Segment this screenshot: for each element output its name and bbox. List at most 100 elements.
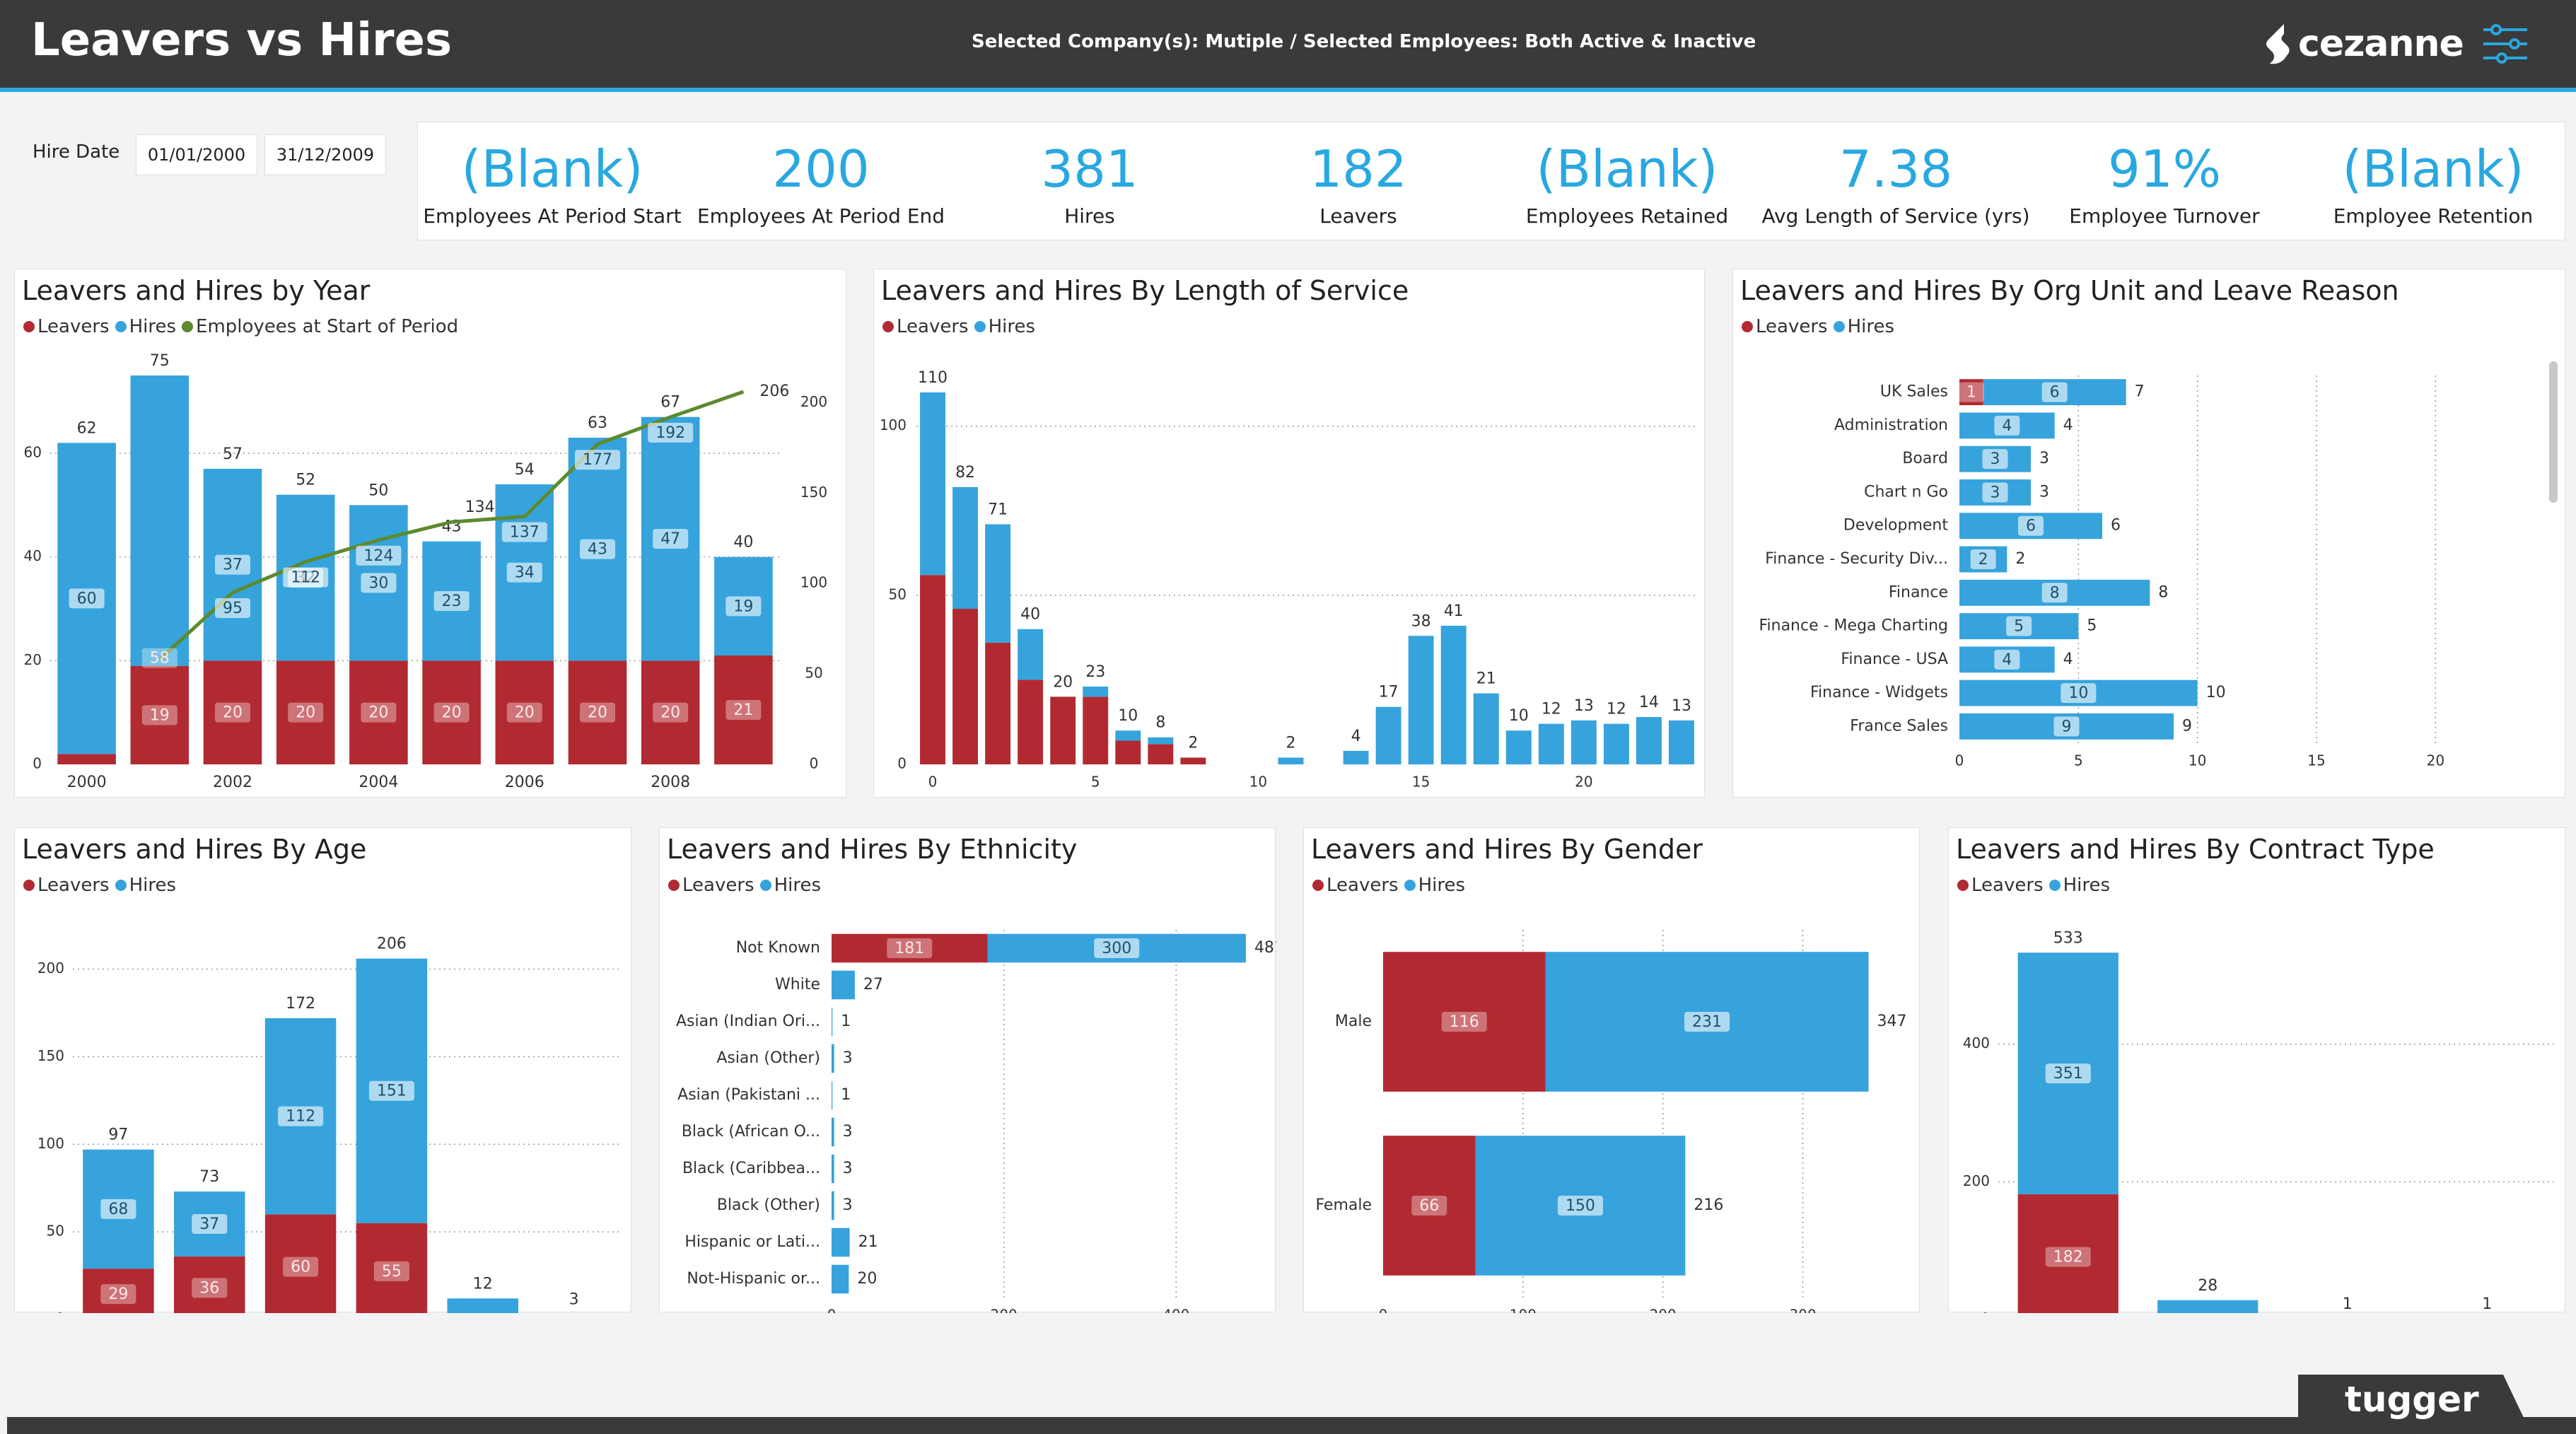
data-label-leavers: 66 <box>1419 1197 1439 1215</box>
data-label-hires: 47 <box>660 530 680 548</box>
data-label-hires: 30 <box>368 574 388 592</box>
bar-leavers <box>203 660 262 764</box>
data-label-hires-bg <box>2018 515 2044 536</box>
bar-leavers <box>832 933 988 963</box>
data-label-total: 67 <box>660 394 680 412</box>
data-label-total: 347 <box>1877 1013 1906 1030</box>
kpi-label: Employees At Period End <box>697 204 945 228</box>
legend-label: Hires <box>129 316 177 337</box>
data-label-total: 13 <box>1574 697 1594 715</box>
legend-hires[interactable]: Hires <box>759 875 821 896</box>
data-label-hires-bg <box>215 554 250 575</box>
y-tick-label: 0 <box>33 755 42 772</box>
page-title: Leavers vs Hires <box>31 14 453 66</box>
data-label-hires: 4 <box>2002 651 2012 669</box>
line-label-bg <box>283 567 329 588</box>
org-scrollbar[interactable] <box>2549 361 2558 503</box>
legend-leavers[interactable]: Leavers <box>1312 875 1399 896</box>
start-date-input[interactable]: 01/01/2000 <box>136 134 257 175</box>
y-tick-label: 400 <box>1963 1034 1990 1051</box>
legend-hires[interactable]: Hires <box>974 316 1035 337</box>
data-label-leavers-bg <box>1411 1196 1447 1216</box>
data-label-hires-bg <box>1094 938 1140 958</box>
bar-leavers <box>952 609 979 764</box>
y-tick-label: 100 <box>37 1135 64 1152</box>
data-label-total: 2 <box>1188 734 1198 752</box>
bar-leavers <box>920 575 945 764</box>
bar-hires <box>1343 750 1369 764</box>
bar-leavers <box>422 660 481 764</box>
y-tick-label: 40 <box>24 547 42 564</box>
legend-hires[interactable]: Hires <box>115 316 176 337</box>
y-category-label: UK Sales <box>1880 383 1948 401</box>
chart-title: Leavers and Hires by Year <box>22 275 371 306</box>
legend-leavers[interactable]: Leavers <box>1957 875 2044 896</box>
kpi-value: 200 <box>772 139 870 199</box>
kpi-value: 7.38 <box>1838 139 1953 199</box>
legend-leavers[interactable]: Leavers <box>23 316 110 337</box>
kpi-card: 91% Employee Turnover <box>2030 144 2299 228</box>
data-label-total: 3 <box>2039 483 2049 501</box>
chart-legend: Leavers Hires <box>1312 875 1465 896</box>
hire-date-filter: Hire Date 01/01/2000 31/12/2009 <box>14 120 400 191</box>
data-label-total: 9 <box>2182 717 2192 735</box>
data-label-total: 8 <box>2158 583 2168 601</box>
legend-employees-start[interactable]: Employees at Start of Period <box>182 316 458 337</box>
kpi-label: Employee Retention <box>2333 204 2534 228</box>
chart-panel-contract: Leavers and Hires By Contract Type Leave… <box>1948 827 2565 1313</box>
data-label-leavers-bg <box>506 702 542 723</box>
data-label-leavers: 21 <box>733 701 753 719</box>
legend-leavers[interactable]: Leavers <box>23 875 110 896</box>
data-label-leavers-bg <box>653 702 689 723</box>
data-label-hires-bg <box>368 1080 414 1101</box>
data-label-leavers-bg <box>361 702 397 723</box>
legend-hires[interactable]: Hires <box>1833 316 1894 337</box>
y-category-label: Asian (Pakistani ... <box>677 1086 820 1104</box>
bar-leavers <box>1083 696 1109 764</box>
data-label-total: 3 <box>843 1049 853 1067</box>
y-category-label: Asian (Other) <box>716 1049 820 1067</box>
filter-settings-icon[interactable] <box>2481 21 2530 66</box>
bar-hires <box>1018 629 1044 680</box>
data-label-hires: 150 <box>1566 1197 1595 1215</box>
data-label-total: 216 <box>1694 1196 1723 1214</box>
kpi-card: (Blank) Employees Retained <box>1493 144 1761 228</box>
legend-hires[interactable]: Hires <box>2048 875 2110 896</box>
legend-leavers[interactable]: Leavers <box>882 316 969 337</box>
data-label-total: 10 <box>2206 684 2226 701</box>
bar-leavers <box>276 660 335 764</box>
bar-leavers <box>985 642 1011 764</box>
y-category-label: Development <box>1843 517 1948 535</box>
y-category-label: Finance <box>1889 583 1948 601</box>
bar-leavers <box>349 660 408 764</box>
kpi-card: 381 Hires <box>955 144 1224 228</box>
y-tick-label: 50 <box>47 1223 64 1240</box>
data-label-total: 40 <box>1020 606 1040 624</box>
kpi-card: (Blank) Employee Retention <box>2299 144 2568 228</box>
data-label-hires: 6 <box>2026 518 2036 535</box>
bar-hires <box>2157 1300 2259 1313</box>
logo-text: cezanne <box>2298 23 2464 65</box>
chart-panel-ethnicity: Leavers and Hires By Ethnicity Leavers H… <box>659 827 1276 1313</box>
chart-title: Leavers and Hires By Age <box>22 834 367 865</box>
data-label-total: 5 <box>2087 617 2097 635</box>
end-date-input[interactable]: 31/12/2009 <box>264 134 386 175</box>
chart-legend: Leavers Hires <box>882 316 1035 337</box>
y-category-label: White <box>775 976 820 993</box>
legend-hires[interactable]: Hires <box>1404 875 1465 896</box>
bar-hires <box>1440 625 1467 764</box>
bar-leavers <box>1959 379 1983 406</box>
legend-leavers[interactable]: Leavers <box>1742 316 1828 337</box>
bar-hires <box>1083 687 1109 697</box>
x-tick-label: 20 <box>2427 752 2444 769</box>
y-category-label: Female <box>1315 1196 1372 1214</box>
legend-hires[interactable]: Hires <box>115 875 176 896</box>
y-tick-label: 20 <box>24 651 42 668</box>
data-label-total: 73 <box>199 1168 219 1186</box>
line-label: 124 <box>363 547 393 565</box>
line-label: 137 <box>510 524 540 542</box>
bar-hires <box>447 1298 518 1313</box>
x-tick-label: 15 <box>2307 752 2325 769</box>
legend-leavers[interactable]: Leavers <box>668 875 754 896</box>
